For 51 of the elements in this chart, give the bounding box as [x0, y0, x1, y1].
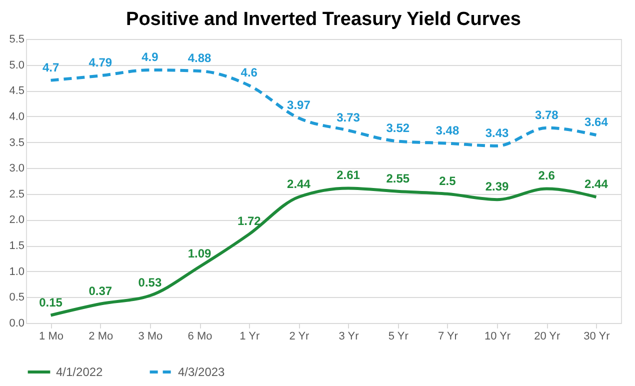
y-tick-label: 5.0	[9, 59, 24, 72]
x-tick-label: 6 Mo	[188, 330, 212, 342]
legend-label: 4/3/2023	[178, 365, 226, 379]
data-label: 2.44	[287, 177, 311, 192]
data-label: 4.9	[142, 50, 159, 64]
data-label: 3.52	[386, 121, 410, 136]
x-tick-label: 3 Mo	[138, 330, 163, 342]
data-label: 1.72	[237, 214, 262, 228]
data-label: 4.79	[88, 56, 112, 70]
y-tick-label: 2.5	[9, 188, 24, 200]
x-tick-label: 20 Yr	[534, 330, 561, 342]
x-tick-label: 30 Yr	[584, 330, 610, 342]
data-label: 0.37	[88, 284, 112, 298]
data-label: 3.97	[287, 98, 311, 112]
data-label: 2.5	[439, 174, 456, 188]
chart-title: Positive and Inverted Treasury Yield Curves	[126, 9, 521, 30]
data-label: 0.15	[39, 295, 63, 310]
data-label: 4.6	[240, 65, 258, 80]
data-label: 2.6	[538, 168, 556, 183]
x-tick-label: 2 Mo	[88, 330, 114, 342]
y-tick-label: 0.5	[9, 292, 24, 304]
data-label: 2.44	[584, 177, 608, 192]
data-label: 1.09	[188, 246, 212, 261]
x-tick-label: 1 Mo	[39, 330, 64, 342]
y-tick-label: 3.0	[9, 162, 24, 175]
x-tick-label: 1 Yr	[240, 330, 260, 342]
y-tick-label: 1.5	[9, 240, 24, 252]
y-tick-label: 4.5	[9, 85, 24, 98]
y-tick-label: 1.0	[9, 266, 24, 278]
data-label: 3.73	[336, 110, 360, 124]
x-tick-label: 3 Yr	[338, 330, 360, 342]
data-label: 2.39	[485, 180, 510, 194]
y-tick-label: 4.0	[9, 110, 24, 123]
x-tick-label: 2 Yr	[289, 330, 310, 342]
data-label: 2.55	[386, 171, 410, 186]
data-label: 3.43	[485, 126, 510, 140]
y-tick-label: 5.5	[9, 34, 24, 46]
x-tick-label: 5 Yr	[388, 330, 409, 342]
data-label: 3.78	[534, 108, 559, 122]
data-label: 3.64	[584, 115, 608, 130]
data-label: 3.48	[436, 123, 460, 138]
y-tick-label: 2.0	[9, 214, 24, 226]
x-tick-label: 7 Yr	[438, 330, 458, 342]
legend-label: 4/1/2022	[56, 365, 104, 379]
y-tick-label: 3.5	[9, 136, 24, 149]
data-label: 2.61	[336, 168, 360, 182]
x-tick-label: 10 Yr	[484, 330, 511, 342]
data-label: 0.53	[138, 276, 162, 290]
data-label: 4.7	[42, 60, 60, 74]
y-tick-label: 0.0	[9, 318, 24, 330]
data-label: 4.88	[188, 51, 212, 66]
